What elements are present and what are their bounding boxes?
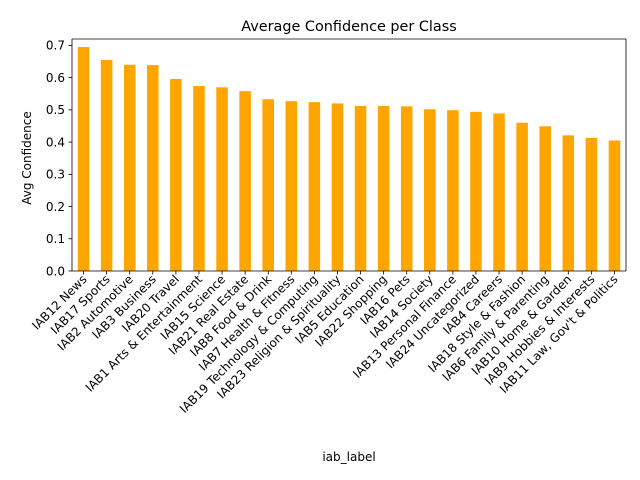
bar-19 [516, 122, 528, 271]
bar-9 [285, 101, 298, 271]
bar-21 [562, 135, 575, 271]
bar-10 [308, 102, 321, 271]
y-tick-label-7: 0.7 [46, 39, 65, 53]
bar-5 [193, 86, 205, 271]
bar-16 [447, 110, 459, 272]
chart-title: Average Confidence per Class [241, 19, 457, 35]
bar-1 [100, 59, 113, 271]
bar-13 [377, 106, 390, 272]
bar-12 [354, 106, 367, 272]
bar-4 [170, 78, 182, 272]
bar-0 [77, 47, 90, 272]
y-tick-label-3: 0.3 [46, 168, 65, 182]
y-tick-label-5: 0.5 [46, 103, 65, 117]
bar-3 [147, 65, 159, 271]
bar-23 [608, 140, 621, 271]
bar-2 [123, 64, 136, 271]
y-tick-label-0: 0.0 [46, 264, 65, 278]
bar-15 [424, 109, 436, 272]
y-tick-label-6: 0.6 [46, 71, 65, 85]
bar-8 [262, 99, 274, 271]
bar-20 [539, 126, 551, 271]
x-axis-label: iab_label [322, 450, 375, 464]
bar-17 [470, 111, 482, 271]
bar-7 [239, 91, 251, 271]
bar-14 [400, 106, 413, 271]
bar-22 [585, 137, 598, 271]
y-tick-label-1: 0.1 [46, 232, 65, 246]
bar-18 [493, 113, 505, 272]
y-axis-label: Avg Confidence [20, 111, 34, 205]
y-tick-label-2: 0.2 [46, 200, 65, 214]
bar-11 [331, 103, 344, 271]
bar-6 [216, 87, 228, 271]
y-tick-label-4: 0.4 [46, 135, 65, 149]
